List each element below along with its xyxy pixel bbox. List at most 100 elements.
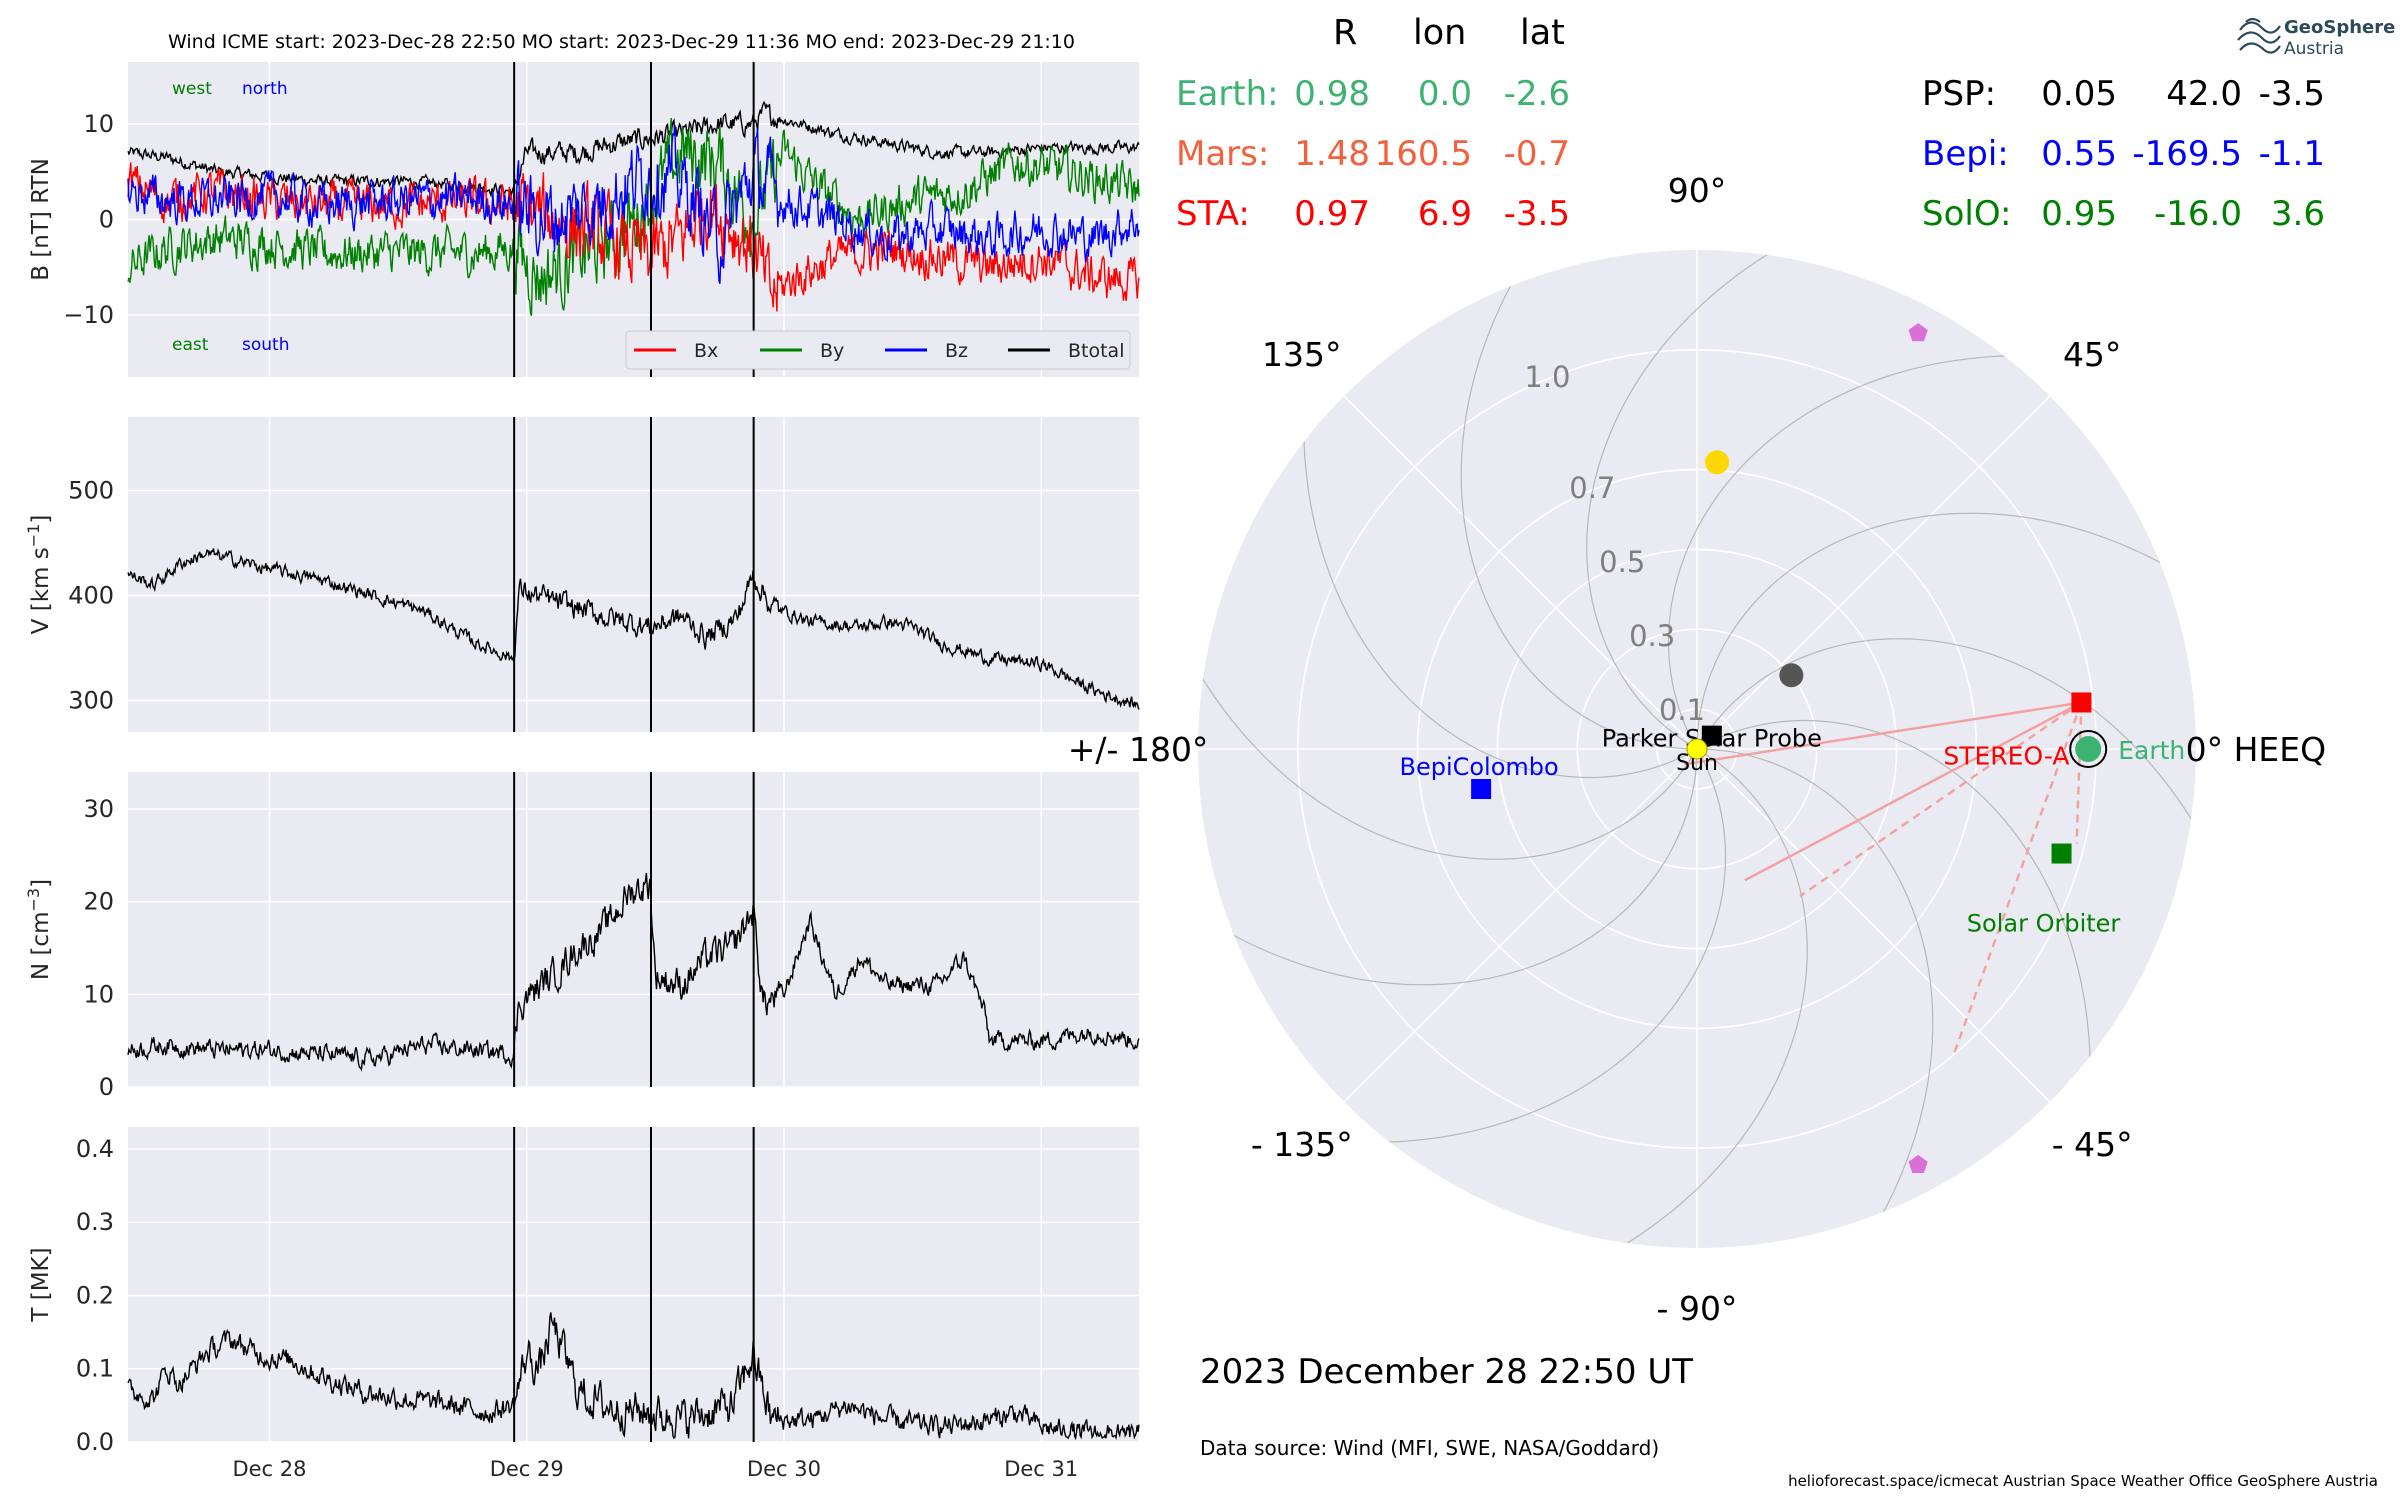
theta-label: 0° HEEQ xyxy=(2186,730,2326,769)
geosphere-logo-icon xyxy=(2237,17,2281,54)
footer-credits: helioforecast.space/icmecat Austrian Spa… xyxy=(1788,1472,2378,1490)
panel-b: −10 0 10 B [nT] RTN west north east south Bx By Bz… xyxy=(28,62,1140,377)
parker-spiral-line xyxy=(1667,355,2044,750)
radial-tick-label: 1.0 xyxy=(1524,360,1570,394)
planet-marker xyxy=(1779,663,1804,688)
fov-line xyxy=(1683,701,2082,766)
table-cell-r: 0.55 xyxy=(2041,134,2117,174)
panel-background xyxy=(128,417,1139,732)
series-line-btotal xyxy=(127,100,1140,198)
theta-label: - 90° xyxy=(1657,1289,1738,1328)
stereo-a-label: STEREO-A xyxy=(1943,741,2069,770)
series-line-t xyxy=(127,1312,1140,1441)
series-line-v xyxy=(127,548,1140,710)
table-row-name: PSP: xyxy=(1922,74,1996,114)
legend: Bx By Bz Btotal xyxy=(625,330,1131,370)
table-row-psp: PSP: 0.05 42.0 -3.5 xyxy=(1922,74,2325,114)
earth-ring xyxy=(2069,730,2108,768)
planet-marker xyxy=(1908,1154,1928,1173)
parker-spiral-line xyxy=(1697,748,1934,1247)
y-tick-label: 0.0 xyxy=(76,1428,114,1456)
y-tick-label: 0 xyxy=(99,1073,114,1101)
figure-title: Wind ICME start: 2023-Dec-28 22:50 MO st… xyxy=(168,31,1075,53)
table-cell-r: 0.98 xyxy=(1294,74,1370,114)
parker-solar-probe-label: Parker Solar Probe xyxy=(1602,725,1822,753)
parker-spiral-line xyxy=(1592,748,1808,1248)
sun-label: Sun xyxy=(1676,751,1718,776)
angular-gridline xyxy=(1696,395,2051,750)
table-cell-lat: -3.5 xyxy=(1504,194,1570,234)
parker-spiral-line xyxy=(1303,402,1698,779)
x-tick-label: Dec 31 xyxy=(1004,1457,1078,1481)
table-cell-lat: -0.7 xyxy=(1504,134,1570,174)
table-cell-lon: -16.0 xyxy=(2154,194,2242,234)
y-tick-label: 10 xyxy=(83,110,114,138)
parker-spiral-line xyxy=(1696,512,2195,749)
theta-label: - 135° xyxy=(1251,1125,1353,1164)
table-row-bepi: Bepi: 0.55 -169.5 -1.1 xyxy=(1922,134,2325,174)
table-row-sta: STA: 0.97 6.9 -3.5 xyxy=(1176,194,1570,234)
radial-tick-label: 0.3 xyxy=(1629,619,1675,653)
parker-spiral-line xyxy=(1198,644,1698,860)
bepicolombo-marker xyxy=(1471,779,1492,800)
earth-marker xyxy=(2075,736,2102,762)
table-cell-lon: 160.5 xyxy=(1375,134,1472,174)
table-cell-r: 0.97 xyxy=(1294,194,1370,234)
parker-spiral-line xyxy=(1199,749,1698,986)
stereo-a-fov-lines xyxy=(1683,701,2083,1056)
x-tick-label: Dec 29 xyxy=(490,1457,564,1481)
positions-table: Earth: 0.98 0.0 -2.6 Mars: 1.48 160.5 -0.7 STA: 0… xyxy=(1176,74,2325,234)
legend-box xyxy=(625,330,1131,370)
theta-label: - 45° xyxy=(2052,1125,2133,1164)
angular-gridline xyxy=(1343,395,1698,750)
table-row-mars: Mars: 1.48 160.5 -0.7 xyxy=(1176,134,1570,174)
y-tick-label: 30 xyxy=(83,795,114,823)
fov-line xyxy=(1952,702,2083,1056)
series-line-n xyxy=(127,872,1140,1072)
table-cell-lon: 0.0 xyxy=(1418,74,1472,114)
y-tick-label: 300 xyxy=(68,687,114,715)
table-header-lat: lat xyxy=(1520,13,1565,53)
fov-line xyxy=(1799,701,2083,898)
geosphere-logo: GeoSphere Austria xyxy=(2237,17,2395,59)
y-tick-label: 0.2 xyxy=(76,1281,114,1309)
footer-source: Data source: Wind (MFI, SWE, NASA/Goddar… xyxy=(1200,1436,1659,1460)
theta-label: 135° xyxy=(1262,335,1342,374)
earth-label: Earth xyxy=(2118,736,2185,765)
table-cell-r: 0.05 xyxy=(2041,74,2117,114)
table-cell-lat: -2.6 xyxy=(1504,74,1570,114)
time-series-panels: −10 0 10 B [nT] RTN west north east south Bx By Bz… xyxy=(24,62,1140,1481)
solar-orbiter-label: Solar Orbiter xyxy=(1967,910,2121,938)
table-row-name: Mars: xyxy=(1176,134,1269,174)
fov-line xyxy=(1744,701,2082,882)
y-axis-label: T [MK] xyxy=(28,1247,54,1322)
table-row-name: SolO: xyxy=(1922,194,2011,234)
parker-spiral-line xyxy=(1696,638,2196,854)
logo-line2: Austria xyxy=(2284,39,2344,59)
y-axis-label: B [nT] RTN xyxy=(28,158,54,281)
y-tick-label: 0.3 xyxy=(76,1208,114,1236)
legend-label-btotal: Btotal xyxy=(1068,340,1124,362)
parker-solar-probe-marker xyxy=(1701,725,1722,746)
parker-spirals xyxy=(1198,250,2196,1248)
y-tick-label: −10 xyxy=(63,301,114,329)
table-cell-r: 1.48 xyxy=(1294,134,1370,174)
table-row-name: STA: xyxy=(1176,194,1250,234)
annotation-north: north xyxy=(242,79,288,99)
sun-marker xyxy=(1686,738,1708,760)
panel-v: 300 400 500 V [km s−1] xyxy=(24,417,1140,732)
parker-spiral-line xyxy=(1696,719,2091,1096)
stereo-a-marker xyxy=(2071,692,2092,713)
y-tick-label: 0.4 xyxy=(76,1135,114,1163)
bepicolombo-label: BepiColombo xyxy=(1399,753,1558,781)
annotation-south: south xyxy=(242,335,289,355)
table-cell-lon: 6.9 xyxy=(1418,194,1472,234)
table-row-earth: Earth: 0.98 0.0 -2.6 xyxy=(1176,74,1570,114)
panel-background xyxy=(128,1127,1139,1442)
table-cell-lat: 3.6 xyxy=(2271,194,2325,234)
planet-marker xyxy=(1908,323,1928,342)
polar-position-plot: 0.1 0.3 0.5 0.7 1.0 0° HEEQ 45° 90° 135° +/- 180°… xyxy=(1068,171,2326,1328)
y-tick-label: 500 xyxy=(68,477,114,505)
theta-label: 45° xyxy=(2063,335,2122,374)
y-tick-label: 0.1 xyxy=(76,1355,114,1383)
